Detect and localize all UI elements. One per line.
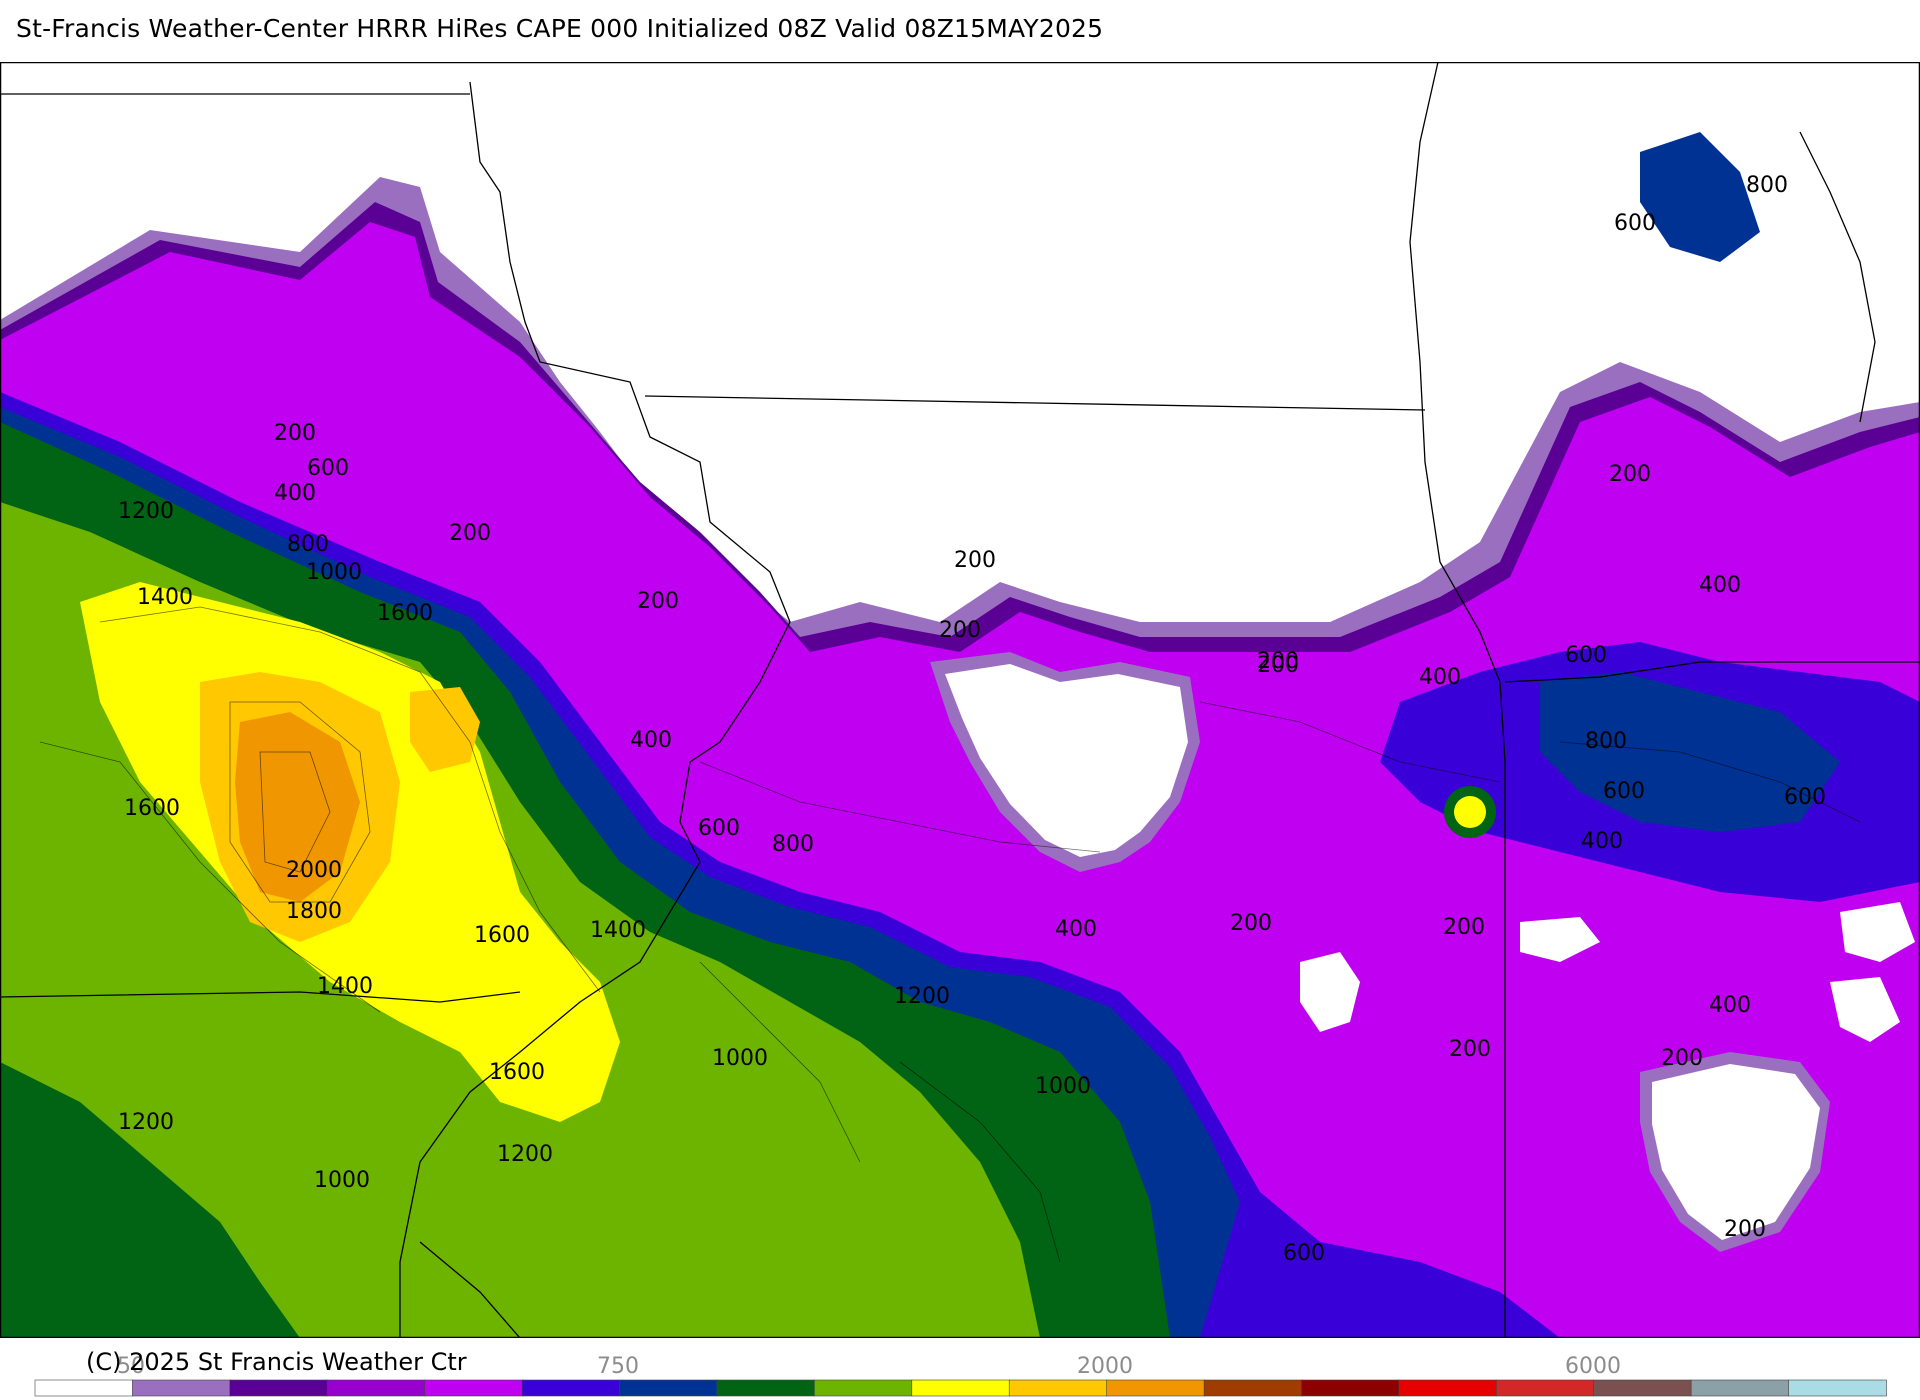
colorbar-tick-label: 750 [597, 1354, 639, 1379]
contour-label: 400 [1709, 993, 1751, 1018]
contour-label: 600 [1565, 643, 1607, 668]
cape-colorbar: 50 750 2000 6000 [34, 1354, 1887, 1397]
boundaries [0, 62, 1920, 1338]
colorbar-swatch [911, 1379, 1010, 1397]
contour-label: 400 [1581, 829, 1623, 854]
contour-label: 400 [274, 481, 316, 506]
cape-shade-1800-b [410, 687, 480, 772]
colorbar-swatch [34, 1379, 134, 1397]
contour-label: 400 [630, 728, 672, 753]
colorbar-swatch [424, 1379, 523, 1397]
cape-shade-600-ne [1640, 132, 1760, 262]
cape-hole-5 [1840, 902, 1915, 962]
colorbar-swatch [716, 1379, 816, 1397]
contour-label: 1000 [306, 560, 362, 585]
colorbar-swatch [132, 1379, 231, 1397]
contour-label: 200 [637, 589, 679, 614]
colorbar-swatch [326, 1379, 426, 1397]
colorbar-swatch [229, 1379, 329, 1397]
contour-label: 200 [1724, 1217, 1766, 1242]
contour-label: 1200 [118, 1110, 174, 1135]
contour-label: 200 [1661, 1046, 1703, 1071]
contour-label-layer: 2006004008001000120014001600200200200200… [118, 173, 1826, 1266]
contour-label: 200 [1609, 462, 1651, 487]
contour-label: 800 [772, 832, 814, 857]
contour-label: 1600 [377, 601, 433, 626]
contour-label: 1400 [137, 585, 193, 610]
contour-label: 200 [1449, 1037, 1491, 1062]
contour-label: 600 [698, 816, 740, 841]
colorbar-tick-label: 6000 [1565, 1354, 1621, 1379]
colorbar-swatch [1690, 1379, 1790, 1397]
contour-label: 1000 [712, 1046, 768, 1071]
colorbar-swatch [1593, 1379, 1692, 1397]
contour-label: 600 [1603, 779, 1645, 804]
contour-label: 1800 [286, 899, 342, 924]
cape-hole-inner [945, 664, 1188, 857]
colorbar-swatch [619, 1379, 718, 1397]
colorbar-swatches [34, 1379, 1887, 1397]
cape-hole-2-inner [1652, 1064, 1820, 1240]
cape-shade-2000 [235, 712, 360, 902]
colorbar-tick-label: 50 [117, 1354, 145, 1379]
copyright-text: (C) 2025 St Francis Weather Ctr [86, 1348, 467, 1376]
contour-label: 1400 [317, 974, 373, 999]
colorbar-swatch [1008, 1379, 1108, 1397]
cape-shade-600-east [1540, 672, 1840, 832]
colorbar-swatch [1106, 1379, 1205, 1397]
contour-label: 200 [939, 618, 981, 643]
contour-lines [39, 606, 1861, 1263]
colorbar-swatch [1203, 1379, 1303, 1397]
contour-label: 1000 [1035, 1074, 1091, 1099]
contour-label: 1000 [314, 1168, 370, 1193]
contour-label: 200 [274, 421, 316, 446]
colorbar-swatch [521, 1379, 621, 1397]
contour-label: 600 [1784, 785, 1826, 810]
contour-label: 1400 [590, 918, 646, 943]
colorbar-swatch [1301, 1379, 1400, 1397]
contour-label: 1200 [894, 984, 950, 1009]
contour-label: 1200 [118, 499, 174, 524]
contour-label: 200 [1443, 915, 1485, 940]
contour-label: 1200 [497, 1142, 553, 1167]
contour-label: 400 [1055, 917, 1097, 942]
contour-label: 600 [1614, 211, 1656, 236]
contour-label: 1600 [124, 796, 180, 821]
contour-label: 200 [449, 521, 491, 546]
contour-label: 600 [1283, 1241, 1325, 1266]
contour-label: 200 [954, 548, 996, 573]
cape-map: 2006004008001000120014001600200200200200… [0, 62, 1920, 1338]
contour-label: 2000 [286, 858, 342, 883]
colorbar-swatch [1496, 1379, 1595, 1397]
colorbar-tick-label: 2000 [1077, 1354, 1133, 1379]
cape-hole-3 [1300, 952, 1360, 1032]
colorbar-swatch [1398, 1379, 1498, 1397]
contour-label: 600 [307, 456, 349, 481]
cape-hole-4 [1520, 917, 1600, 962]
contour-label: 200 [1257, 649, 1299, 674]
contour-label: 200 [1257, 653, 1299, 678]
contour-label: 800 [1746, 173, 1788, 198]
contour-label: 400 [1699, 573, 1741, 598]
contour-label: 800 [1585, 729, 1627, 754]
colorbar-swatch [1788, 1379, 1887, 1397]
contour-label: 1600 [474, 923, 530, 948]
contour-label: 200 [1230, 911, 1272, 936]
contour-label: 400 [1419, 665, 1461, 690]
cape-bullseye-inner [1454, 796, 1486, 828]
map-title: St-Francis Weather-Center HRRR HiRes CAP… [16, 14, 1104, 43]
contour-label: 800 [287, 532, 329, 557]
colorbar-tick-labels: 50 750 2000 6000 [117, 1354, 1621, 1379]
colorbar-swatch [814, 1379, 913, 1397]
contour-label: 1600 [489, 1060, 545, 1085]
cape-hole-6 [1830, 977, 1900, 1042]
